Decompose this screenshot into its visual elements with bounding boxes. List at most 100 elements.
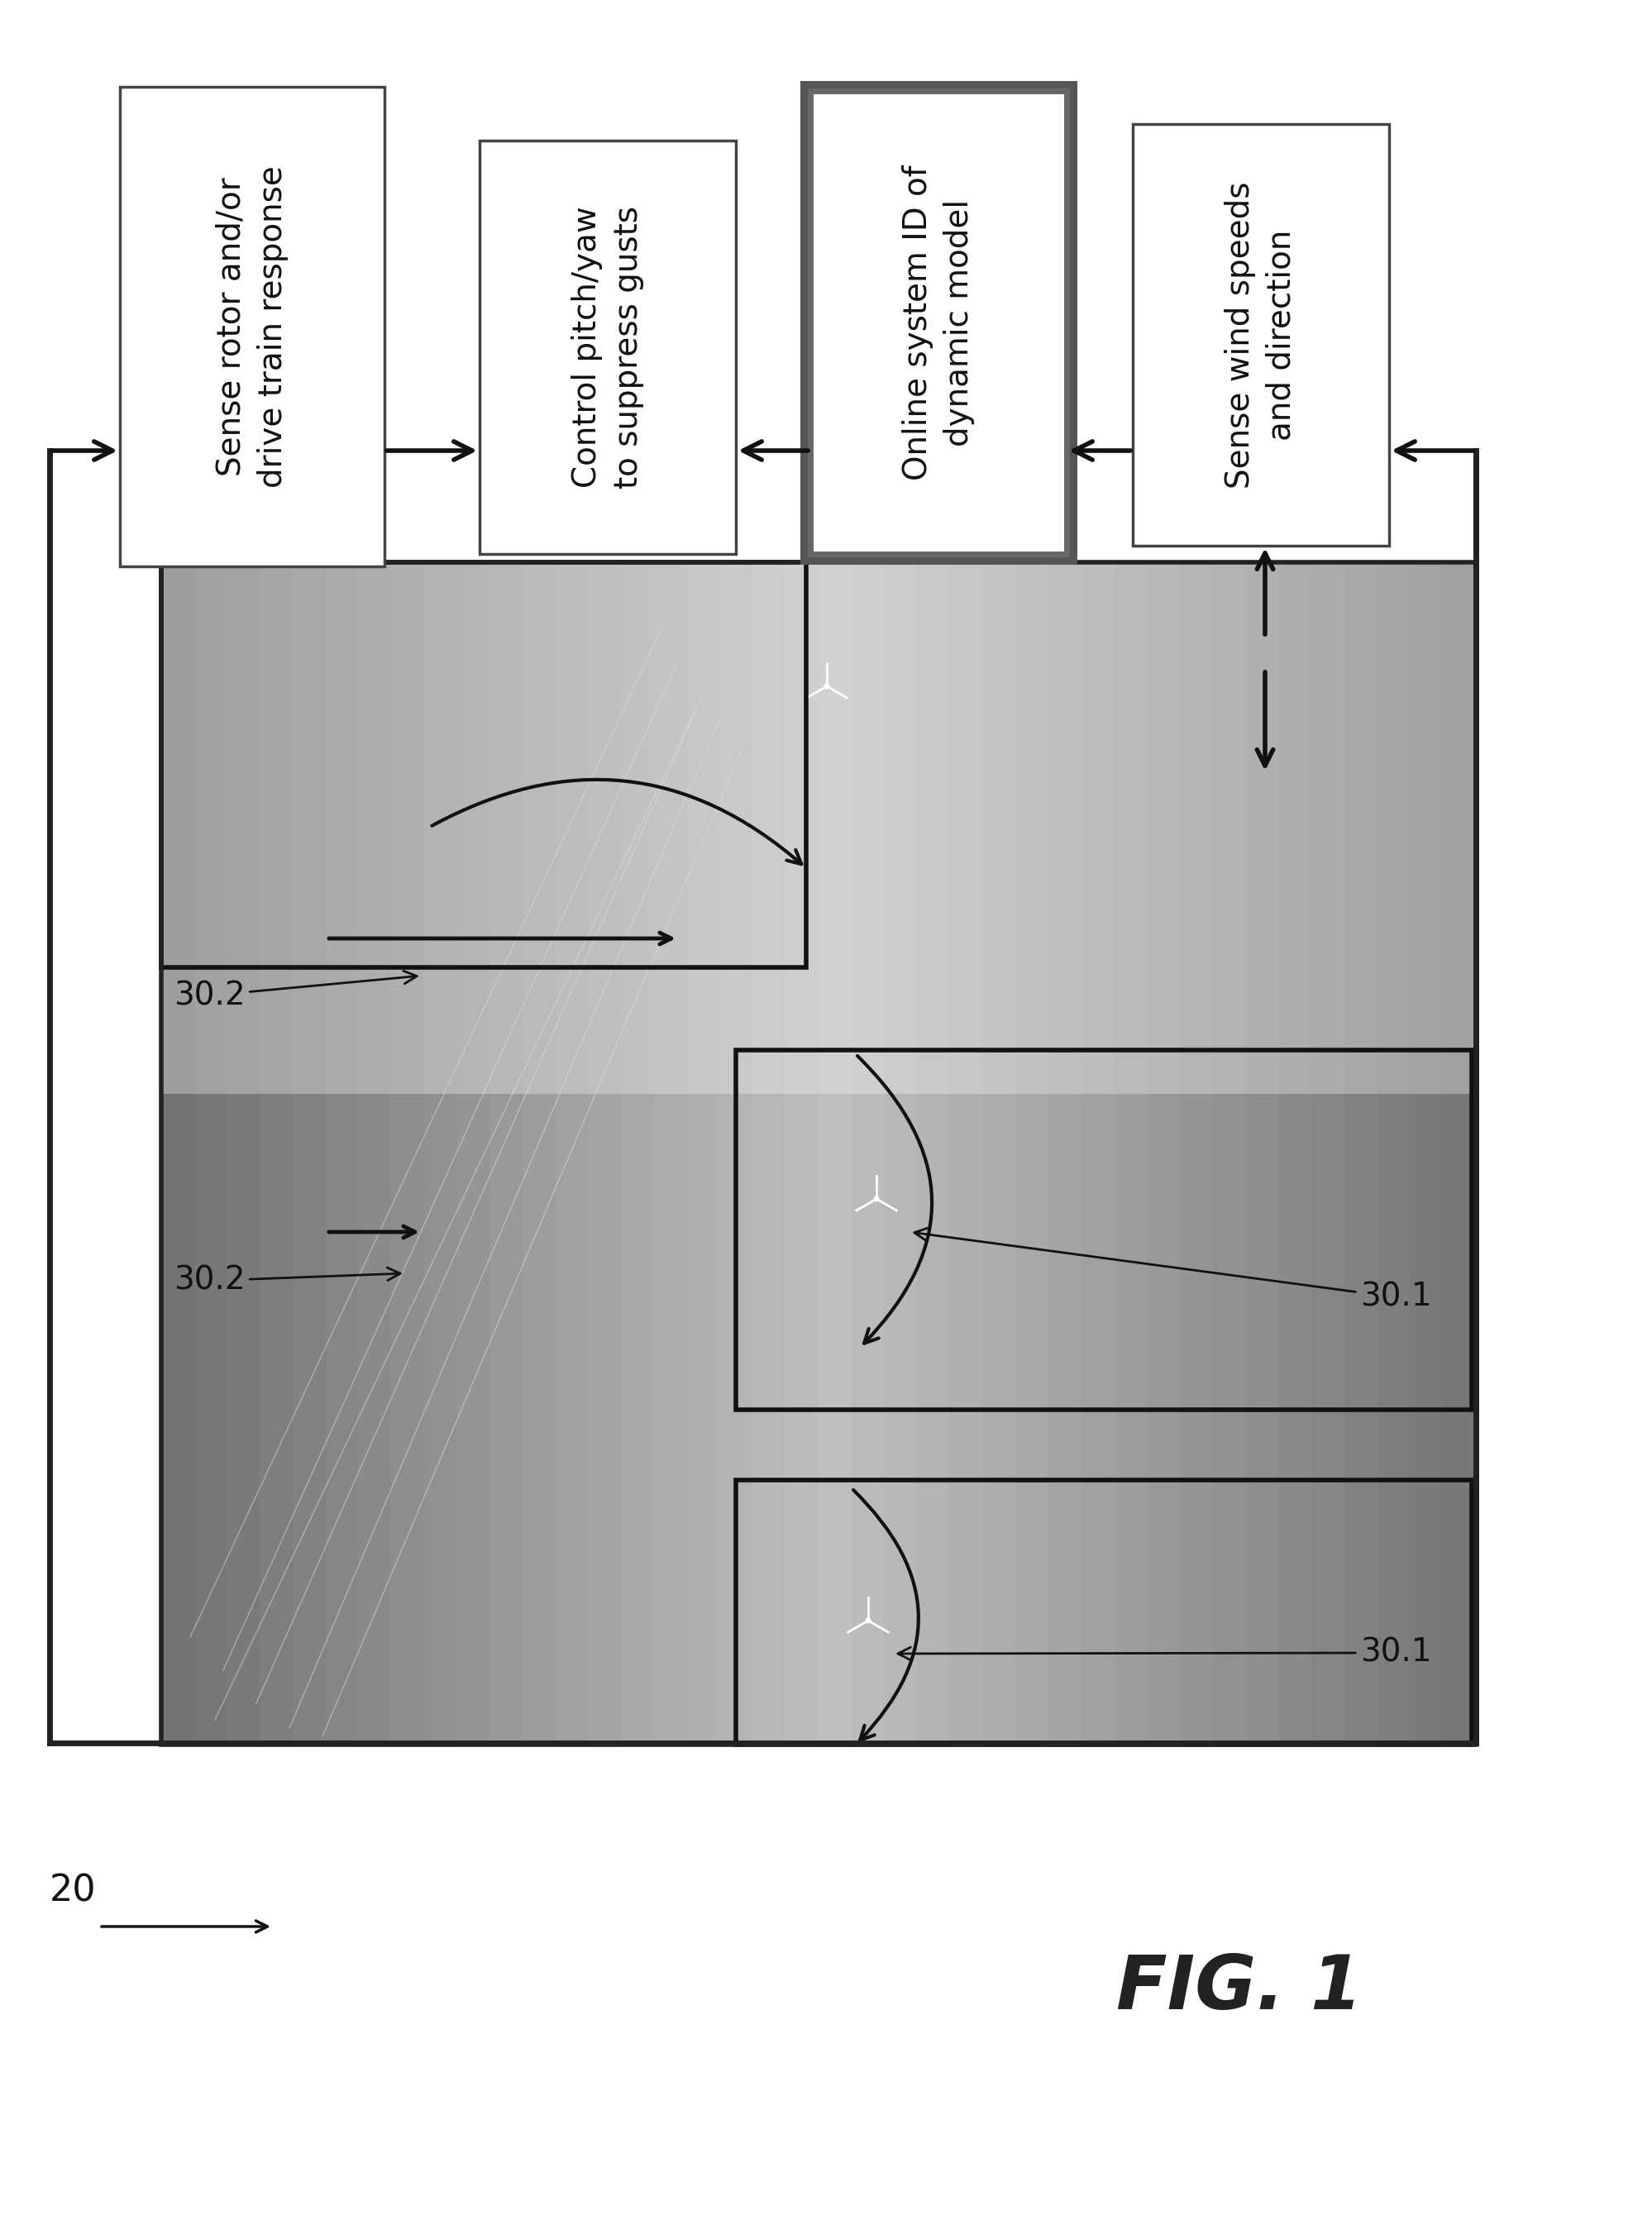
Bar — [720, 563, 752, 1095]
Bar — [917, 563, 950, 1095]
Bar — [292, 563, 325, 1744]
Bar — [917, 563, 950, 1744]
Bar — [1409, 563, 1442, 1095]
Bar — [588, 563, 621, 1744]
Text: 30.1: 30.1 — [914, 1228, 1431, 1313]
Text: Sense rotor and/or
drive train response: Sense rotor and/or drive train response — [216, 165, 289, 487]
Bar — [752, 563, 785, 1095]
Bar — [325, 563, 358, 1744]
Bar — [259, 563, 292, 1744]
Bar — [458, 563, 489, 1744]
Bar — [1376, 563, 1409, 1744]
Bar — [193, 563, 226, 1744]
Bar — [818, 563, 851, 1744]
Bar — [621, 563, 654, 1095]
Bar — [1113, 563, 1146, 1095]
Bar — [193, 563, 226, 1095]
Bar — [1016, 563, 1047, 1095]
Bar — [162, 563, 193, 1744]
Bar — [325, 563, 358, 1095]
Circle shape — [874, 1197, 879, 1202]
Bar — [1180, 563, 1213, 1095]
Bar — [851, 563, 884, 1744]
Bar — [654, 563, 687, 1744]
Bar — [687, 563, 720, 1744]
Bar — [458, 563, 489, 1095]
Bar — [621, 563, 654, 1744]
Bar — [226, 563, 259, 1744]
Bar — [162, 563, 806, 968]
Text: Sense wind speeds
and direction: Sense wind speeds and direction — [1224, 180, 1297, 490]
Bar — [522, 563, 555, 1095]
Bar — [292, 563, 325, 1095]
Bar — [162, 563, 1475, 1744]
Bar — [1343, 563, 1376, 1095]
Text: FIG. 1: FIG. 1 — [1115, 1951, 1361, 2025]
Bar — [392, 563, 425, 1744]
Bar — [1146, 563, 1180, 1095]
Bar — [851, 563, 884, 1095]
Bar — [818, 563, 851, 1095]
Bar — [162, 563, 193, 1095]
Bar — [1343, 563, 1376, 1744]
Text: 30.2: 30.2 — [173, 970, 416, 1010]
Text: 30.2: 30.2 — [173, 1266, 400, 1297]
Bar — [1080, 563, 1113, 1744]
Bar — [1180, 563, 1213, 1744]
Bar — [1312, 563, 1343, 1095]
Bar — [1213, 563, 1246, 1744]
Text: Control pitch/yaw
to suppress gusts: Control pitch/yaw to suppress gusts — [572, 207, 644, 490]
Circle shape — [866, 1618, 871, 1622]
Bar — [358, 563, 392, 1744]
Bar — [121, 87, 385, 567]
Bar — [1312, 563, 1343, 1744]
Bar — [259, 563, 292, 1095]
Bar — [654, 563, 687, 1095]
Bar — [1246, 563, 1279, 1095]
Bar — [735, 1050, 1470, 1411]
Bar — [1442, 563, 1475, 1095]
Bar — [358, 563, 392, 1095]
Bar — [1409, 563, 1442, 1744]
Bar — [983, 563, 1016, 1744]
Bar — [226, 563, 259, 1095]
Bar — [735, 1480, 1470, 1744]
Bar — [1279, 563, 1312, 1744]
Bar — [425, 563, 458, 1744]
Bar — [522, 563, 555, 1744]
Bar — [392, 563, 425, 1095]
Bar — [803, 85, 1072, 561]
Bar — [1246, 563, 1279, 1744]
Bar — [489, 563, 522, 1744]
Bar — [687, 563, 720, 1095]
Bar — [479, 140, 735, 554]
Bar — [884, 563, 917, 1095]
Bar — [1047, 563, 1080, 1744]
Bar — [983, 563, 1016, 1095]
Text: 20: 20 — [50, 1873, 96, 1909]
Bar — [1113, 563, 1146, 1744]
Bar — [1442, 563, 1475, 1744]
Bar — [1080, 563, 1113, 1095]
Bar — [884, 563, 917, 1744]
Bar — [1016, 563, 1047, 1744]
Bar — [489, 563, 522, 1095]
Bar — [1376, 563, 1409, 1095]
Bar — [752, 563, 785, 1744]
Bar — [809, 91, 1066, 554]
Bar — [1279, 563, 1312, 1095]
Bar — [1132, 125, 1388, 545]
Bar — [950, 563, 983, 1095]
Bar — [950, 563, 983, 1744]
Bar — [162, 563, 1475, 1744]
Bar — [555, 563, 588, 1744]
Text: 30.1: 30.1 — [897, 1638, 1431, 1669]
Bar — [1213, 563, 1246, 1095]
Bar — [425, 563, 458, 1095]
Bar — [1146, 563, 1180, 1744]
Bar — [588, 563, 621, 1095]
Circle shape — [824, 683, 829, 688]
Bar — [785, 563, 818, 1744]
Bar — [1047, 563, 1080, 1095]
Bar — [785, 563, 818, 1095]
